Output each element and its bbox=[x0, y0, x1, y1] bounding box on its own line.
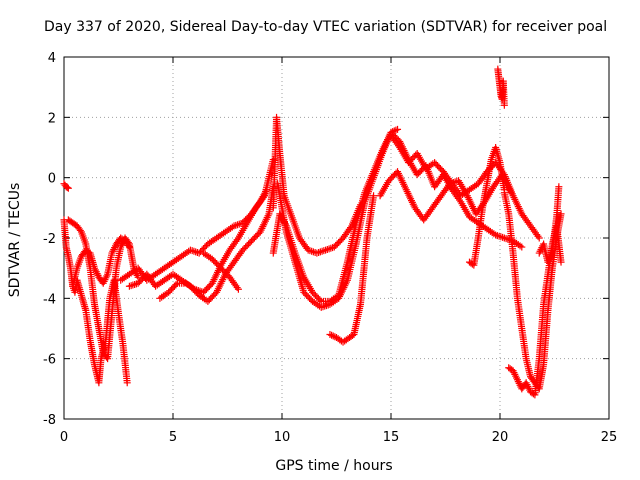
series-track-l bbox=[326, 192, 378, 346]
y-tick-label: -8 bbox=[43, 413, 56, 428]
data-point bbox=[172, 281, 180, 289]
data-point bbox=[124, 242, 132, 250]
data-point bbox=[321, 302, 329, 310]
data-point bbox=[347, 224, 355, 232]
data-point bbox=[394, 142, 402, 150]
data-point bbox=[190, 247, 198, 255]
data-point bbox=[555, 183, 563, 191]
x-tick-label: 20 bbox=[492, 430, 509, 445]
data-point bbox=[234, 285, 242, 293]
data-point bbox=[315, 248, 323, 256]
data-point bbox=[535, 234, 543, 242]
data-point bbox=[316, 296, 324, 304]
series-track-r bbox=[500, 189, 565, 393]
series-track-q bbox=[494, 65, 508, 109]
x-tick-label: 25 bbox=[601, 430, 618, 445]
data-point bbox=[63, 183, 71, 191]
series-track-i bbox=[269, 113, 364, 257]
series-track-f bbox=[125, 183, 277, 305]
data-point bbox=[313, 249, 321, 257]
data-point bbox=[456, 196, 464, 204]
series-track-e bbox=[117, 186, 271, 284]
data-point bbox=[557, 258, 565, 266]
series-track-c bbox=[69, 234, 133, 290]
data-point bbox=[76, 226, 84, 234]
data-point bbox=[125, 243, 133, 251]
y-axis-label: SDTVAR / TECUs bbox=[7, 183, 23, 298]
series-track-g bbox=[156, 156, 277, 302]
data-point bbox=[534, 232, 542, 240]
data-point bbox=[518, 243, 526, 251]
x-axis-label: GPS time / hours bbox=[275, 458, 392, 474]
data-points bbox=[60, 65, 565, 399]
series-track-a bbox=[60, 216, 131, 387]
series-track-o bbox=[387, 131, 543, 242]
data-point bbox=[64, 184, 72, 192]
data-point bbox=[329, 332, 337, 340]
data-point bbox=[497, 233, 505, 241]
data-point bbox=[323, 245, 331, 253]
data-point bbox=[557, 210, 565, 218]
data-point bbox=[392, 126, 400, 134]
data-point bbox=[233, 284, 241, 292]
series-track-b bbox=[64, 216, 142, 363]
data-point bbox=[233, 236, 241, 244]
series-track-d bbox=[60, 180, 72, 192]
series-track-k bbox=[274, 174, 378, 311]
y-tick-label: 2 bbox=[48, 111, 56, 126]
axis-ticks: 0 5 10 15 20 25 -8 -6 -4 -2 0 2 4 bbox=[43, 51, 617, 445]
data-point bbox=[499, 233, 507, 241]
y-tick-label: 4 bbox=[48, 51, 56, 66]
x-tick-label: 5 bbox=[169, 430, 177, 445]
data-point bbox=[325, 245, 333, 253]
data-point bbox=[394, 125, 402, 133]
x-tick-label: 0 bbox=[60, 430, 68, 445]
data-point bbox=[316, 248, 324, 256]
x-tick-label: 10 bbox=[274, 430, 291, 445]
data-point bbox=[188, 247, 196, 255]
y-tick-label: -2 bbox=[43, 232, 56, 247]
data-point bbox=[129, 281, 137, 289]
data-point bbox=[326, 331, 334, 339]
y-tick-label: 0 bbox=[48, 172, 56, 187]
series-track-h bbox=[200, 249, 242, 293]
series-track-p bbox=[465, 144, 508, 269]
data-point bbox=[123, 379, 131, 387]
y-tick-label: -6 bbox=[43, 353, 56, 368]
data-point bbox=[500, 101, 508, 109]
data-point bbox=[320, 247, 328, 255]
data-point bbox=[500, 234, 508, 242]
data-point bbox=[125, 282, 133, 290]
data-point bbox=[370, 192, 378, 200]
x-tick-label: 15 bbox=[383, 430, 400, 445]
data-point bbox=[309, 248, 317, 256]
data-point bbox=[259, 193, 267, 201]
series-track-j bbox=[269, 125, 402, 305]
data-point bbox=[127, 282, 135, 290]
data-point bbox=[322, 246, 330, 254]
series-track-t bbox=[535, 183, 563, 266]
data-point bbox=[328, 331, 336, 339]
data-point bbox=[318, 247, 326, 255]
y-tick-label: -4 bbox=[43, 292, 56, 307]
chart-title: Day 337 of 2020, Sidereal Day-to-day VTE… bbox=[44, 19, 607, 35]
